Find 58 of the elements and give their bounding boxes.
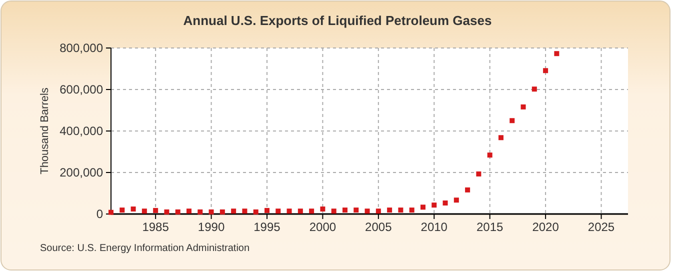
x-tick-label: 2025	[588, 220, 615, 234]
point	[554, 51, 560, 56]
chart-title: Annual U.S. Exports of Liquified Petroleum Gases	[183, 13, 492, 28]
y-tick-label: 400,000	[60, 124, 104, 138]
point	[175, 209, 180, 214]
point	[487, 152, 492, 158]
point	[220, 209, 225, 214]
point	[153, 208, 158, 213]
x-tick-label: 2020	[532, 220, 560, 234]
point	[465, 187, 470, 192]
y-tick-label: 800,000	[60, 41, 104, 56]
point	[331, 208, 336, 214]
point	[543, 68, 548, 74]
point	[364, 208, 370, 214]
x-tick-label: 2010	[420, 220, 448, 234]
point	[130, 206, 136, 212]
point	[198, 209, 203, 214]
point	[510, 118, 515, 124]
point	[442, 200, 448, 206]
x-tick-label: 2005	[365, 220, 392, 234]
y-tick-label: 200,000	[60, 166, 104, 180]
point	[432, 202, 437, 208]
point	[409, 208, 414, 213]
x-tick-label: 1990	[198, 220, 225, 234]
x-tick-label: 2015	[476, 220, 504, 234]
point	[398, 208, 404, 213]
point	[532, 86, 537, 92]
point	[387, 208, 392, 213]
x-tick-label: 2000	[309, 220, 336, 234]
point	[420, 204, 426, 210]
point	[231, 208, 236, 214]
point	[354, 208, 359, 213]
point	[342, 208, 348, 213]
x-tick-label: 1995	[254, 220, 281, 234]
point	[520, 104, 526, 110]
point	[120, 208, 125, 213]
y-axis-title: Thousand Barrels	[39, 87, 51, 174]
point	[264, 208, 270, 213]
point	[476, 171, 482, 176]
point	[498, 135, 504, 140]
point	[276, 208, 281, 214]
point	[454, 198, 459, 203]
point	[309, 208, 314, 214]
point	[320, 206, 326, 212]
y-tick-label: 0	[96, 207, 104, 222]
point	[186, 208, 192, 214]
y-tick-label: 600,000	[60, 82, 104, 97]
point	[298, 208, 303, 214]
x-tick-label: 1985	[142, 220, 170, 234]
point	[142, 208, 147, 214]
point	[253, 209, 258, 214]
point	[164, 209, 170, 214]
point	[242, 208, 248, 214]
point	[286, 208, 292, 214]
point	[376, 208, 381, 214]
point	[108, 210, 114, 215]
point	[208, 209, 214, 214]
source-note: Source: U.S. Energy Information Administration	[40, 243, 250, 254]
